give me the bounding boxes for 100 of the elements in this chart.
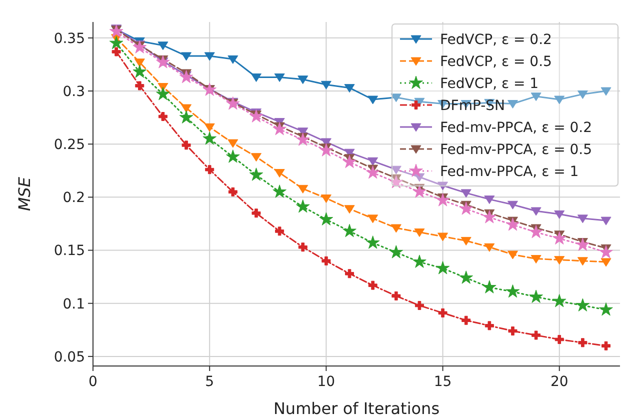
point: [344, 84, 355, 93]
y-axis-title: MSE: [15, 176, 34, 212]
point: [109, 24, 124, 38]
y-tick-label: 0.35: [54, 30, 85, 47]
point: [228, 187, 238, 196]
point: [438, 182, 448, 190]
x-tick-label: 20: [550, 374, 568, 390]
point: [484, 321, 494, 330]
point: [249, 109, 264, 122]
point: [459, 202, 474, 215]
point: [482, 210, 496, 224]
point: [204, 123, 215, 132]
point: [529, 290, 543, 303]
point: [179, 110, 194, 124]
point: [156, 55, 170, 68]
point: [344, 205, 355, 214]
x-tick-label: 5: [205, 374, 214, 390]
point: [554, 96, 565, 104]
point: [599, 245, 613, 258]
y-tick-label: 0.2: [62, 190, 85, 206]
point: [181, 52, 192, 61]
point: [272, 184, 286, 198]
point: [484, 243, 495, 252]
point: [181, 104, 192, 113]
point: [599, 302, 613, 316]
point: [202, 82, 216, 96]
point: [250, 73, 262, 82]
point: [577, 90, 588, 99]
point: [438, 308, 448, 318]
point: [182, 140, 191, 150]
point: [414, 228, 425, 237]
point: [576, 238, 590, 251]
point: [368, 157, 378, 166]
point: [134, 58, 145, 68]
point: [366, 166, 380, 179]
point: [577, 257, 588, 266]
y-tick-label: 0.15: [54, 243, 85, 260]
legend-label: Fed-mv-PPCA, ε = 0.2: [440, 120, 592, 136]
point: [228, 55, 238, 64]
point: [319, 212, 334, 226]
legend-label: Fed-mv-PPCA, ε = 0.5: [440, 142, 592, 158]
point: [554, 334, 564, 344]
y-tick-label: 0.3: [62, 84, 85, 100]
point: [342, 154, 356, 168]
point: [368, 96, 378, 104]
point: [530, 255, 542, 264]
y-tick-label: 0.05: [54, 349, 85, 366]
point: [368, 214, 378, 224]
point: [298, 76, 308, 84]
point: [529, 224, 543, 238]
point: [204, 52, 215, 61]
point: [158, 112, 168, 121]
x-tick-label: 15: [434, 374, 452, 390]
point: [602, 341, 610, 350]
point: [484, 196, 495, 204]
point: [320, 194, 332, 203]
point: [368, 280, 378, 290]
y-tick-label: 0.25: [54, 137, 85, 153]
point: [507, 250, 518, 260]
point: [552, 294, 566, 308]
point: [112, 47, 121, 56]
point: [530, 92, 542, 102]
point: [389, 175, 404, 188]
point: [554, 256, 565, 265]
point: [366, 236, 380, 249]
point: [462, 316, 471, 325]
point: [507, 100, 518, 109]
point: [342, 224, 356, 238]
point: [202, 132, 216, 145]
x-tick-label: 10: [317, 374, 336, 390]
point: [412, 254, 426, 268]
point: [298, 242, 308, 252]
point: [578, 338, 588, 348]
point: [482, 280, 496, 294]
point: [459, 270, 474, 284]
point: [319, 143, 334, 156]
point: [577, 214, 588, 224]
point: [506, 218, 520, 231]
point: [436, 261, 450, 274]
point: [228, 139, 238, 148]
point: [252, 208, 261, 218]
x-tick-label: 0: [88, 374, 98, 390]
point: [414, 300, 424, 310]
point: [390, 166, 402, 174]
point: [436, 193, 450, 206]
point: [552, 231, 566, 245]
point: [249, 168, 264, 181]
legend-label: FedVCP, ε = 1: [440, 76, 539, 92]
point: [460, 189, 472, 198]
y-tick-label: 0.1: [62, 296, 85, 312]
point: [600, 258, 612, 267]
point: [298, 184, 308, 194]
point: [506, 284, 520, 298]
point: [508, 326, 518, 336]
legend-label: Fed-mv-PPCA, ε = 1: [440, 164, 579, 180]
point: [135, 81, 144, 90]
point: [507, 200, 518, 210]
point: [532, 330, 541, 340]
point: [600, 87, 612, 96]
point: [296, 132, 310, 146]
